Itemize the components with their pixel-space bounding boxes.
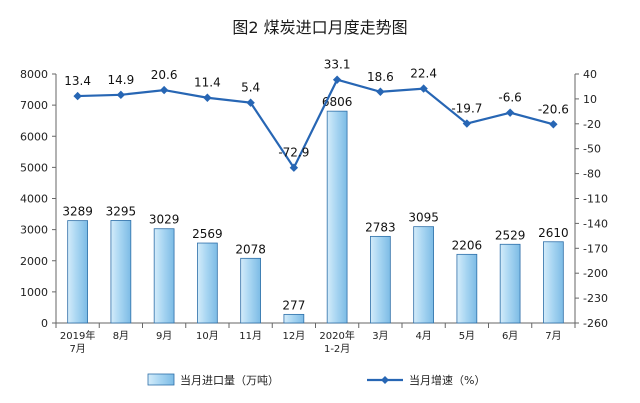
bar-data-label: 3095 [408,211,439,225]
x-tick-label: 2019年 [60,329,95,342]
x-tick-label: 9月 [156,330,172,342]
line-point [73,91,82,101]
y-left-tick-label: 2000 [20,255,48,268]
growth-line [77,78,554,170]
y-right-tick-label: -80 [583,168,601,181]
bar-data-label: 3295 [106,204,137,218]
bar-data-label: 6806 [322,95,353,109]
line-data-label: 22.4 [410,67,437,81]
x-tick-label: 10月 [196,330,219,342]
y-right-tick-label: -110 [583,193,608,206]
line-data-label: 33.1 [324,58,351,72]
y-left-tick-label: 5000 [20,161,48,174]
x-tick-label: 1-2月 [324,343,350,355]
x-tick-label: 4月 [415,330,431,342]
line-point [376,87,385,96]
legend-line-marker [381,376,389,384]
line-point [505,108,515,117]
y-right-tick-label: -230 [583,292,608,305]
line-data-label: 11.4 [194,76,221,90]
y-left-tick-label: 4000 [20,193,48,206]
bar-data-label: 2078 [235,242,266,256]
bar [240,257,261,324]
chart-title: 图2 煤炭进口月度走势图 [232,18,408,37]
bar-data-label: 3029 [149,213,180,227]
bar-data-label: 277 [282,298,305,312]
x-tick-label: 11月 [239,330,262,342]
line-point [332,75,342,84]
line-point [549,120,558,129]
line-point [462,119,472,128]
y-right-tick-label: -140 [583,217,608,230]
bar [456,253,478,324]
bar [153,228,175,324]
line-data-label: 18.6 [367,70,394,84]
line-point [419,84,428,93]
line-data-label: 20.6 [151,68,178,82]
x-tick-label: 6月 [502,330,518,342]
y-right-tick-label: -200 [583,267,608,280]
line-data-label: 14.9 [108,73,135,87]
y-left-tick-label: 6000 [20,130,48,143]
line-point [203,93,212,102]
bar-data-label: 2529 [495,228,526,242]
y-right-tick-label: 10 [583,93,597,106]
bar [67,220,88,324]
line-data-label: -6.6 [498,91,521,105]
bar-data-label: 2569 [192,227,223,241]
y-right-tick-label: -50 [583,143,601,156]
bar [110,220,132,324]
line-point [116,90,126,100]
x-tick-label: 7月 [69,343,85,355]
legend-bar-swatch [147,373,175,386]
bar [413,226,434,324]
y-right-tick-label: 40 [583,68,597,81]
bar [543,241,564,324]
line-data-label: -20.6 [538,102,569,116]
line-point [159,85,169,95]
bar [197,242,218,324]
y-right-tick-label: -170 [583,242,608,255]
line-data-label: -72.9 [278,146,309,160]
bar-data-label: 2206 [452,238,483,252]
y-left-tick-label: 1000 [20,286,48,299]
x-tick-label: 8月 [113,330,129,342]
line-point [246,98,255,107]
y-left-tick-label: 8000 [20,68,48,81]
legend-line-label: 当月增速（%） [409,373,485,387]
bar [370,235,391,324]
line-data-label: 13.4 [64,74,91,88]
x-tick-label: 5月 [459,330,475,342]
x-tick-label: 7月 [545,330,561,342]
x-tick-label: 12月 [283,330,306,342]
y-left-tick-label: 0 [41,317,48,330]
y-right-tick-label: -20 [583,118,601,131]
bar-data-label: 2783 [365,220,396,234]
bar [499,243,521,324]
y-left-tick-label: 7000 [20,99,48,112]
line-data-label: 5.4 [241,81,260,95]
line-data-label: -19.7 [451,102,482,116]
y-right-tick-label: -260 [583,317,608,330]
y-left-tick-label: 3000 [20,224,48,237]
line-point [289,163,299,172]
bar-data-label: 3289 [62,205,93,219]
bar [283,313,305,324]
bar-data-label: 2610 [538,226,569,240]
bar [326,110,348,324]
x-tick-label: 3月 [372,330,388,342]
x-tick-label: 2020年 [319,329,354,342]
legend-bar-label: 当月进口量（万吨） [180,373,279,387]
